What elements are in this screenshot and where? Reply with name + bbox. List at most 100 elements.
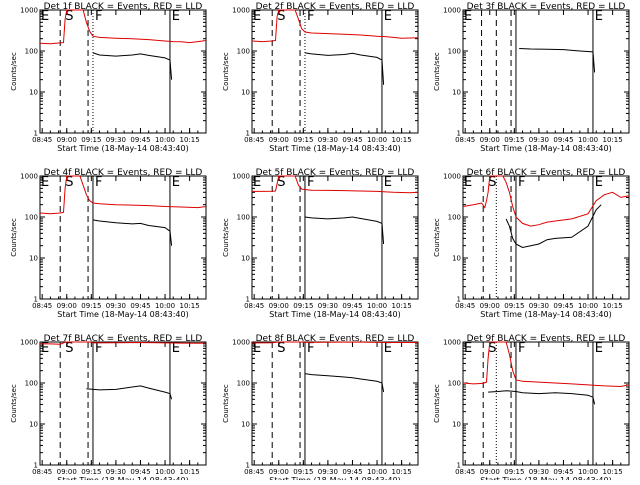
panel-title: Det 7f BLACK = Events, RED = LLD	[44, 334, 203, 344]
x-tick-label: 10:15	[603, 136, 623, 144]
lld-rate-line	[40, 341, 207, 345]
segment-marker: E	[172, 9, 180, 24]
x-tick-label: 09:45	[130, 302, 150, 310]
x-tick-label: 09:15	[293, 302, 313, 310]
x-tick-label: 09:45	[130, 468, 150, 476]
events-rate-line	[304, 373, 385, 393]
detector-panel-3: Det 3f BLACK = Events, RED = LLD 1 10 100 10…	[433, 2, 630, 153]
x-tick-label: 08:45	[32, 468, 52, 476]
y-tick-label: 1	[246, 296, 250, 304]
x-tick-label: 09:30	[529, 302, 549, 310]
y-tick-label: 1	[246, 462, 250, 470]
events-rate-line	[304, 52, 385, 85]
segment-marker: S	[277, 9, 285, 24]
panel-title: Det 6f BLACK = Events, RED = LLD	[467, 168, 626, 178]
y-tick-label: 100	[448, 214, 461, 222]
panel-title: Det 3f BLACK = Events, RED = LLD	[467, 2, 626, 12]
y-axis-label: Counts/sec	[222, 218, 230, 257]
events-rate-line	[519, 48, 596, 73]
x-axis-label: Start Time (18-May-14 08:43:40)	[269, 476, 400, 480]
detector-panel-8: Det 8f BLACK = Events, RED = LLD 1 10 100 10…	[222, 334, 419, 485]
panel-title: Det 4f BLACK = Events, RED = LLD	[44, 168, 203, 178]
y-tick-label: 1000	[20, 7, 38, 15]
plot-frame	[251, 9, 419, 134]
segment-marker: S	[277, 341, 285, 356]
x-tick-label: 09:30	[529, 136, 549, 144]
y-tick-label: 10	[29, 255, 38, 263]
x-tick-label: 10:15	[180, 136, 200, 144]
x-tick-label: 10:15	[180, 302, 200, 310]
x-tick-label: 10:15	[392, 468, 412, 476]
detector-panel-5: Det 5f BLACK = Events, RED = LLD 1 10 100 10…	[222, 168, 419, 319]
y-tick-label: 10	[29, 89, 38, 97]
x-tick-label: 09:00	[269, 136, 289, 144]
x-tick-label: 09:00	[57, 468, 77, 476]
segment-marker: E	[595, 9, 603, 24]
segment-marker: E	[464, 341, 472, 356]
y-tick-label: 1000	[20, 173, 38, 181]
y-tick-label: 10	[241, 89, 250, 97]
y-tick-label: 1	[457, 130, 461, 138]
events-rate-line	[86, 385, 173, 400]
x-axis-label: Start Time (18-May-14 08:43:40)	[480, 310, 611, 319]
segment-marker: S	[65, 9, 73, 24]
x-tick-label: 09:15	[81, 302, 101, 310]
x-tick-label: 09:00	[480, 302, 500, 310]
x-tick-label: 10:00	[578, 468, 598, 476]
x-tick-label: 09:30	[318, 468, 338, 476]
x-tick-label: 10:00	[578, 302, 598, 310]
y-tick-label: 1000	[232, 339, 250, 347]
x-tick-label: 09:30	[529, 468, 549, 476]
panel-title: Det 5f BLACK = Events, RED = LLD	[256, 168, 415, 178]
y-axis-label: Counts/sec	[433, 384, 441, 423]
y-tick-label: 100	[25, 48, 38, 56]
x-tick-label: 09:45	[342, 136, 362, 144]
plot-frame	[39, 175, 207, 300]
segment-marker: S	[488, 175, 496, 190]
x-tick-label: 09:00	[57, 136, 77, 144]
segment-marker: S	[65, 175, 73, 190]
segment-marker: E	[384, 341, 392, 356]
plot-frame	[251, 175, 419, 300]
y-tick-label: 10	[452, 421, 461, 429]
lld-rate-line	[39, 175, 207, 215]
lld-rate-line	[252, 175, 419, 194]
segment-marker: S	[65, 341, 73, 356]
x-tick-label: 09:00	[480, 136, 500, 144]
y-axis-label: Counts/sec	[433, 52, 441, 91]
segment-marker: F	[95, 341, 102, 356]
y-tick-label: 100	[448, 48, 461, 56]
x-tick-label: 10:00	[155, 468, 175, 476]
x-tick-label: 10:00	[367, 136, 387, 144]
x-tick-label: 09:45	[342, 302, 362, 310]
y-tick-label: 1000	[443, 339, 461, 347]
x-tick-label: 09:00	[269, 302, 289, 310]
plot-frame	[39, 9, 207, 134]
lld-rate-line	[462, 341, 630, 388]
x-tick-label: 09:30	[106, 302, 126, 310]
x-tick-label: 10:00	[578, 136, 598, 144]
segment-marker: E	[384, 175, 392, 190]
y-tick-label: 1000	[232, 173, 250, 181]
segment-marker: E	[595, 341, 603, 356]
segment-marker: E	[253, 175, 261, 190]
events-rate-line	[505, 204, 602, 249]
segment-marker: F	[307, 175, 314, 190]
plot-frame	[39, 341, 207, 466]
x-tick-label: 09:15	[293, 468, 313, 476]
x-tick-label: 10:00	[155, 136, 175, 144]
lld-rate-line	[39, 9, 207, 45]
y-tick-label: 100	[237, 48, 250, 56]
x-axis-label: Start Time (18-May-14 08:43:40)	[269, 144, 400, 153]
x-tick-label: 09:45	[342, 468, 362, 476]
y-axis-label: Counts/sec	[222, 384, 230, 423]
x-tick-label: 09:45	[553, 468, 573, 476]
y-tick-label: 10	[452, 89, 461, 97]
plot-frame	[462, 341, 630, 466]
x-axis-label: Start Time (18-May-14 08:43:40)	[480, 476, 611, 480]
x-tick-label: 09:15	[293, 136, 313, 144]
segment-marker: S	[277, 175, 285, 190]
segment-marker: F	[95, 9, 102, 24]
detector-panel-7: Det 7f BLACK = Events, RED = LLD 1 10 100 10…	[10, 334, 207, 485]
segment-marker: E	[384, 9, 392, 24]
